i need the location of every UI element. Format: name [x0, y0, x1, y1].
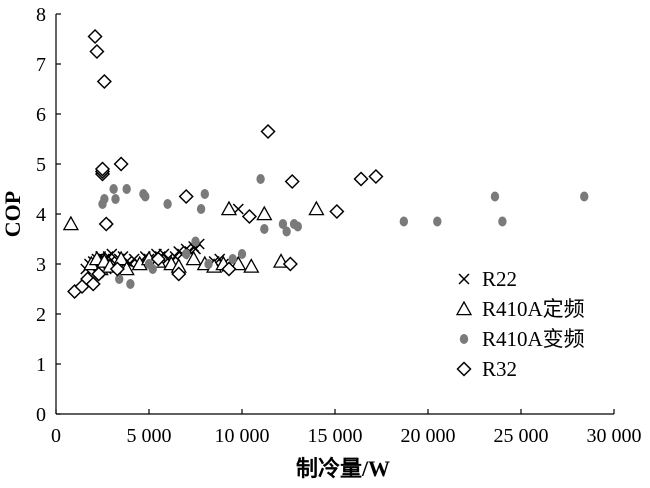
data-point [282, 226, 291, 237]
data-point [122, 184, 131, 194]
data-point [113, 156, 129, 172]
y-tick-label: 4 [36, 204, 46, 226]
data-point [293, 221, 302, 232]
data-point [126, 279, 135, 289]
y-axis-title: COP [0, 191, 25, 237]
data-point [182, 249, 191, 259]
data-point [148, 264, 157, 274]
data-point [204, 259, 213, 269]
data-point [284, 173, 300, 190]
data-point [200, 189, 209, 199]
legend-label: R410A定频 [482, 297, 585, 321]
data-point [115, 274, 124, 284]
data-point [196, 204, 206, 214]
data-point [91, 266, 107, 282]
data-point [580, 191, 589, 202]
data-point [256, 205, 273, 221]
data-point [399, 216, 409, 227]
data-point [150, 251, 166, 267]
data-point [329, 203, 345, 220]
data-point [96, 73, 112, 90]
data-point [111, 194, 120, 204]
y-tick-label: 1 [36, 354, 46, 376]
y-tick-label: 5 [36, 154, 46, 176]
data-point [89, 43, 105, 60]
data-point [433, 216, 442, 227]
ticks: 0 5 000 10 000 15 000 20 000 25 000 30 000 0 1 2 3… [36, 4, 642, 447]
legend-label: R32 [482, 357, 517, 381]
data-point [98, 216, 114, 232]
y-tick-label: 7 [36, 54, 46, 76]
data-point [241, 208, 258, 225]
data-point [191, 236, 200, 247]
series-4 [67, 28, 384, 300]
legend-marker [458, 273, 470, 285]
x-tick-label: 15 000 [308, 425, 363, 447]
data-point [278, 219, 288, 229]
x-tick-label: 5 000 [127, 425, 172, 447]
data-point [260, 123, 276, 140]
data-point [112, 250, 130, 266]
legend: R22 R410A定频 R410A变频 R32 [455, 267, 585, 381]
y-tick-label: 2 [36, 304, 46, 326]
data-point [163, 199, 172, 209]
legend-marker [455, 300, 473, 316]
data-point [228, 254, 237, 264]
data-point [490, 191, 500, 202]
data-point [100, 194, 109, 204]
data-point [185, 250, 202, 266]
x-tick-label: 25 000 [494, 425, 549, 447]
legend-label: R22 [482, 267, 517, 291]
data-point [221, 261, 237, 277]
data-point [178, 188, 194, 205]
data-point [353, 171, 369, 187]
legend-label: R410A变频 [482, 327, 585, 351]
legend-marker [456, 361, 472, 377]
data-point [109, 261, 125, 277]
legend-marker [459, 334, 469, 344]
data-point [189, 243, 202, 255]
y-tick-label: 0 [36, 404, 46, 426]
data-point [237, 249, 247, 259]
x-axis-title: 制冷量/W [296, 456, 390, 481]
data-point [243, 258, 260, 273]
data-point [220, 200, 238, 216]
x-tick-label: 30 000 [587, 425, 642, 447]
data-point [256, 174, 265, 184]
x-tick-label: 10 000 [215, 425, 270, 447]
y-tick-label: 8 [36, 4, 46, 26]
data-point [308, 200, 325, 216]
data-marks [62, 28, 589, 300]
data-point [141, 191, 150, 202]
y-tick-label: 6 [36, 104, 46, 126]
data-point [85, 276, 101, 292]
data-point [87, 28, 103, 45]
data-point [109, 184, 118, 194]
y-tick-label: 3 [36, 254, 46, 276]
data-point [260, 224, 269, 234]
x-tick-label: 20 000 [401, 425, 456, 447]
data-point [368, 168, 384, 185]
x-tick-label: 0 [51, 425, 61, 447]
data-point [62, 215, 79, 231]
data-point [282, 256, 298, 272]
data-point [94, 161, 111, 177]
data-point [171, 266, 187, 282]
data-point [498, 216, 507, 227]
data-point [106, 248, 118, 260]
